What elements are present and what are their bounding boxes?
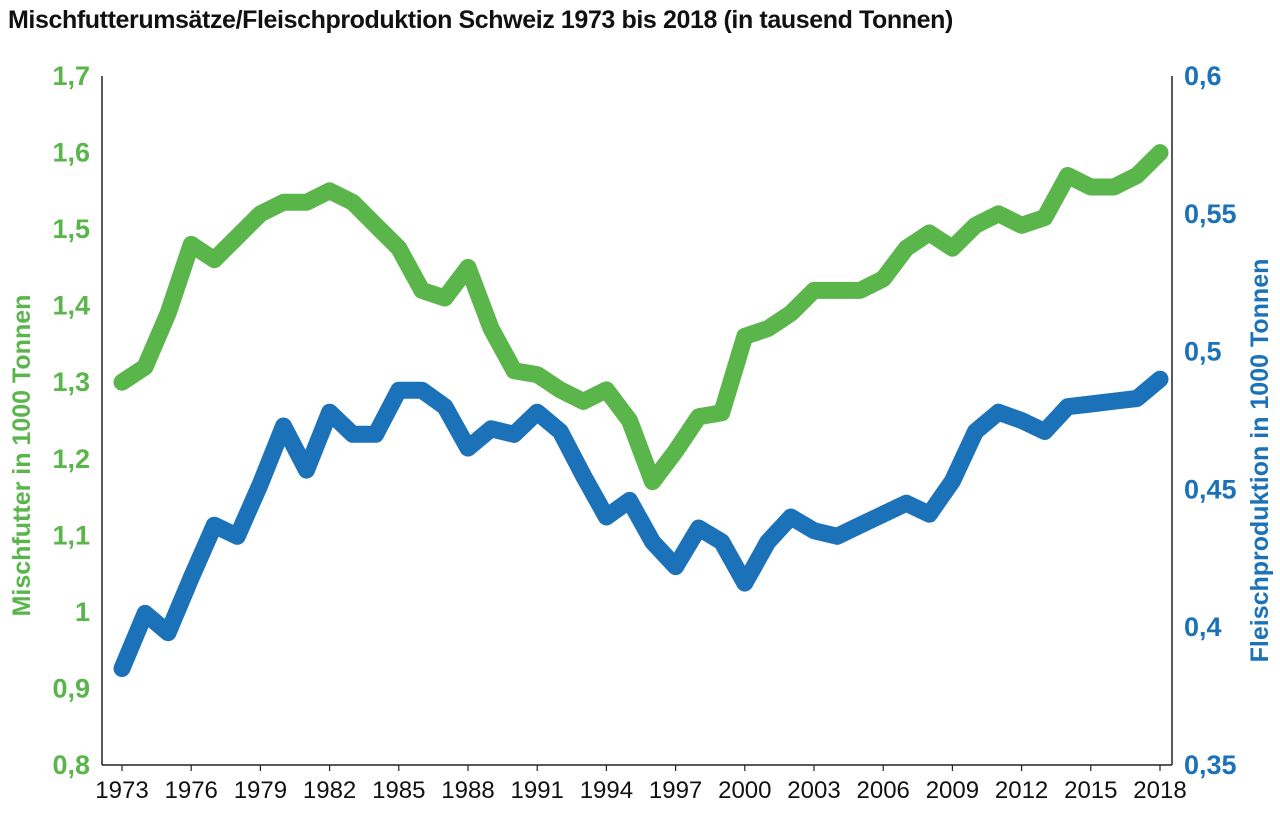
chart-title: Mischfutterumsätze/Fleischproduktion Sch… [8,6,953,34]
x-tick-label: 2012 [995,777,1048,804]
x-tick-label: 1976 [165,777,218,804]
y-tick-label: 1,2 [52,444,90,474]
y-tick-label: 1,3 [52,367,90,397]
y-tick-label: 1,6 [52,138,90,168]
x-tick-label: 2009 [926,777,979,804]
y2-tick-label: 0,6 [1184,61,1222,91]
x-tick-label: 2015 [1064,777,1117,804]
series-line-fleischproduktion [113,370,1169,677]
y-tick-label: 0,8 [52,750,90,780]
y2-tick-label: 0,45 [1184,474,1237,504]
y2-tick-label: 0,4 [1184,612,1222,642]
y-tick-label: 1,7 [52,61,90,91]
x-tick-label: 2003 [787,777,840,804]
y2-axis-label: Fleischproduktion in 1000 Tonnen [1246,259,1274,663]
x-tick-label: 1979 [234,777,287,804]
x-tick-label: 1988 [441,777,494,804]
x-tick-label: 2000 [718,777,771,804]
x-tick-label: 2018 [1133,777,1186,804]
y-tick-label: 1 [75,597,90,627]
y2-tick-label: 0,5 [1184,337,1222,367]
y-axis-label: Mischfutter in 1000 Tonnen [8,295,36,617]
x-tick-label: 1982 [303,777,356,804]
y-tick-label: 1,5 [52,214,90,244]
y2-tick-label: 0,35 [1184,750,1237,780]
x-tick-label: 1997 [649,777,702,804]
y-tick-label: 1,4 [52,291,90,321]
x-tick-label: 2006 [857,777,910,804]
y-tick-label: 1,1 [52,520,90,550]
y2-tick-label: 0,55 [1184,199,1237,229]
x-tick-label: 1994 [580,777,633,804]
y-tick-label: 0,9 [52,673,90,703]
series-line-mischfutter [113,144,1169,491]
x-tick-label: 1973 [95,777,148,804]
x-tick-label: 1985 [372,777,425,804]
x-tick-label: 1991 [511,777,564,804]
